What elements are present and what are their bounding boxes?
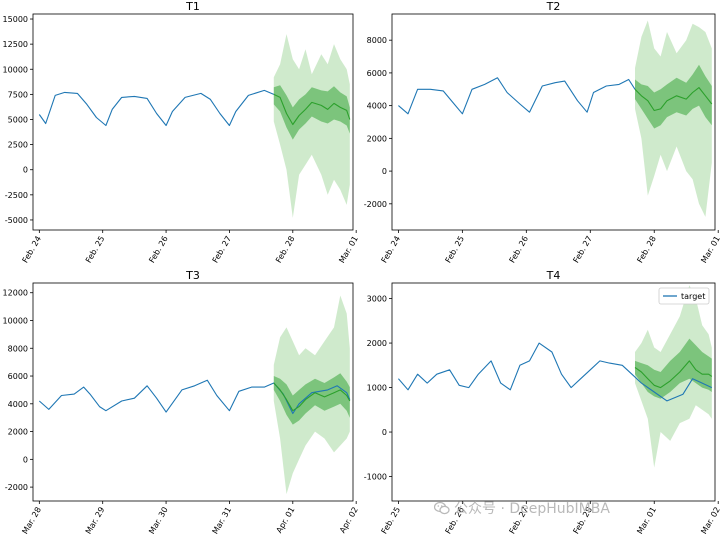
chart-title: T2 bbox=[546, 0, 561, 13]
forecast-median-line bbox=[273, 93, 351, 126]
y-tick-label: -2000 bbox=[364, 200, 387, 209]
y-tick-label: 10000 bbox=[3, 65, 28, 74]
forecast-median-line bbox=[634, 87, 713, 112]
x-tick-label: Feb. 28 bbox=[635, 235, 658, 265]
y-tick-label: 6000 bbox=[367, 69, 387, 78]
y-tick-label: 5000 bbox=[8, 115, 28, 124]
watermark-text: 公众号 · DeepHubIMBA bbox=[454, 501, 610, 517]
x-tick-label: Feb. 26 bbox=[147, 235, 170, 265]
y-tick-label: -1000 bbox=[364, 473, 387, 482]
forecast-90-interval bbox=[635, 20, 712, 217]
watermark: 公众号 · DeepHubIMBA bbox=[434, 498, 720, 520]
axes-frame bbox=[391, 13, 716, 231]
x-tick-label: Feb. 25 bbox=[444, 235, 467, 265]
x-tick-label: Mar. 28 bbox=[20, 506, 43, 536]
forecast-50-interval bbox=[635, 64, 712, 129]
x-tick-label: Mar. 01 bbox=[699, 235, 720, 265]
y-tick-label: -2000 bbox=[5, 483, 28, 492]
y-tick-label: 2500 bbox=[8, 141, 28, 150]
x-tick-label: Feb. 24 bbox=[380, 235, 403, 265]
forecast-50-interval bbox=[273, 85, 350, 140]
y-tick-label: 12000 bbox=[3, 289, 28, 298]
legend-label: target bbox=[681, 292, 705, 301]
chart-title: T1 bbox=[185, 0, 200, 13]
x-tick-label: Feb. 25 bbox=[84, 235, 107, 265]
x-tick-label: Mar. 29 bbox=[84, 506, 107, 536]
x-tick-label: Apr. 01 bbox=[275, 506, 297, 535]
subplot-1: T1 -5000 -2500 0 2500 5000 7500 10000 12500 15000… bbox=[3, 0, 360, 265]
y-tick-label: 2000 bbox=[367, 339, 387, 348]
target-line bbox=[38, 379, 351, 415]
legend-box bbox=[658, 287, 710, 305]
y-tick-label: 4000 bbox=[8, 400, 28, 409]
y-tick-label: 6000 bbox=[8, 372, 28, 381]
wechat-icon bbox=[434, 501, 450, 515]
subplot-2: T2 -2000 0 2000 4000 6000 8000 Feb. 24 Feb. 25 Fe… bbox=[364, 0, 720, 265]
y-tick-label: 2000 bbox=[8, 428, 28, 437]
x-tick-label: Feb. 27 bbox=[571, 235, 594, 265]
y-tick-label: 4000 bbox=[367, 102, 387, 111]
x-tick-label: Feb. 26 bbox=[508, 235, 531, 265]
y-tick-label: 10000 bbox=[3, 316, 28, 325]
y-tick-label: 7500 bbox=[8, 90, 28, 99]
y-tick-label: 0 bbox=[382, 167, 387, 176]
y-tick-label: 8000 bbox=[367, 36, 387, 45]
y-tick-label: 8000 bbox=[8, 344, 28, 353]
target-line bbox=[398, 77, 636, 115]
forecast-50-interval bbox=[635, 338, 712, 399]
x-tick-label: Mar. 30 bbox=[147, 506, 170, 536]
x-tick-label: Feb. 25 bbox=[380, 506, 403, 536]
y-tick-label: 2000 bbox=[367, 134, 387, 143]
axes-frame bbox=[32, 282, 354, 502]
y-tick-label: 12500 bbox=[3, 40, 28, 49]
forecast-median-line bbox=[634, 360, 713, 389]
y-tick-label: 15000 bbox=[3, 15, 28, 24]
y-tick-label: 3000 bbox=[367, 295, 387, 304]
x-tick-label: Apr. 02 bbox=[338, 506, 360, 535]
chart-title: T3 bbox=[185, 269, 200, 282]
x-tick-label: Feb. 28 bbox=[274, 235, 297, 265]
y-tick-label: 0 bbox=[23, 455, 28, 464]
legend: target bbox=[658, 287, 710, 305]
target-line bbox=[38, 89, 275, 127]
subplot-3: T3 -2000 0 2000 4000 6000 8000 10000 12000 Mar. 2… bbox=[3, 269, 360, 536]
forecast-90-interval bbox=[273, 34, 350, 218]
y-tick-label: 1000 bbox=[367, 384, 387, 393]
x-tick-label: Feb. 27 bbox=[211, 235, 234, 265]
chart-title: T4 bbox=[546, 269, 561, 282]
forecast-50-interval bbox=[273, 373, 350, 425]
axes-frame bbox=[391, 282, 716, 502]
y-tick-label: -5000 bbox=[5, 216, 28, 225]
axes-frame bbox=[32, 13, 354, 231]
x-tick-label: Mar. 01 bbox=[337, 235, 360, 265]
forecast-median-line bbox=[273, 382, 351, 412]
target-line bbox=[397, 342, 713, 402]
y-tick-label: -2500 bbox=[5, 191, 28, 200]
x-tick-label: Mar. 31 bbox=[211, 506, 234, 536]
y-tick-label: 0 bbox=[382, 428, 387, 437]
y-tick-label: 0 bbox=[23, 166, 28, 175]
x-tick-label: Feb. 24 bbox=[21, 235, 44, 265]
